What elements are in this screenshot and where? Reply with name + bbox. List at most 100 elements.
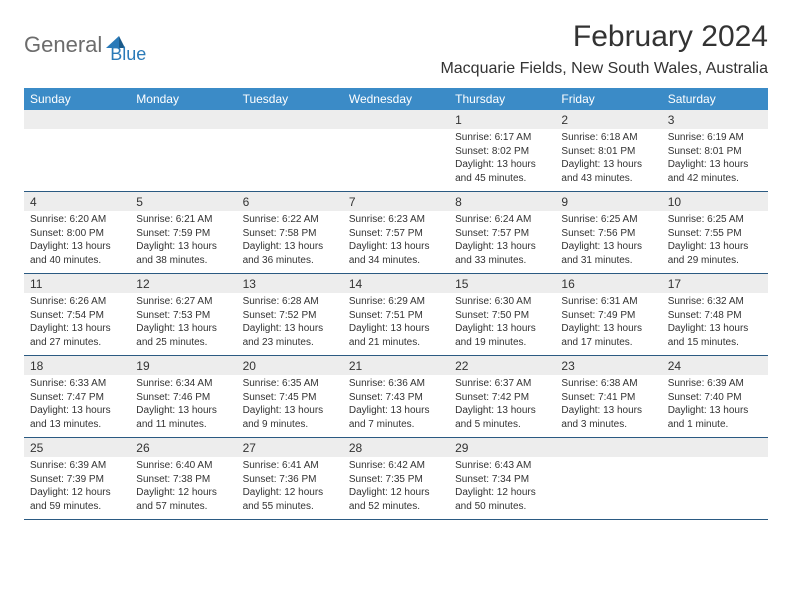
- sunset-text: Sunset: 7:59 PM: [136, 227, 230, 241]
- day-number-row: 2526272829: [24, 438, 768, 458]
- sunset-text: Sunset: 7:40 PM: [668, 391, 762, 405]
- sunset-text: Sunset: 7:54 PM: [30, 309, 124, 323]
- logo: General Blue: [24, 20, 146, 65]
- day-body-cell: Sunrise: 6:25 AMSunset: 7:55 PMDaylight:…: [662, 211, 768, 274]
- daylight-text: Daylight: 12 hours and 55 minutes.: [243, 486, 337, 513]
- sunrise-text: Sunrise: 6:37 AM: [455, 377, 549, 391]
- day-number-cell: 23: [555, 356, 661, 376]
- daylight-text: Daylight: 13 hours and 9 minutes.: [243, 404, 337, 431]
- sunset-text: Sunset: 7:57 PM: [349, 227, 443, 241]
- sunset-text: Sunset: 8:02 PM: [455, 145, 549, 159]
- sunrise-text: Sunrise: 6:19 AM: [668, 131, 762, 145]
- day-body-cell: Sunrise: 6:39 AMSunset: 7:39 PMDaylight:…: [24, 457, 130, 520]
- day-number-cell: 11: [24, 274, 130, 294]
- sunrise-text: Sunrise: 6:28 AM: [243, 295, 337, 309]
- day-body-cell: Sunrise: 6:22 AMSunset: 7:58 PMDaylight:…: [237, 211, 343, 274]
- sunset-text: Sunset: 7:48 PM: [668, 309, 762, 323]
- day-number-cell: 6: [237, 192, 343, 212]
- day-of-week-cell: Saturday: [662, 88, 768, 110]
- sunrise-text: Sunrise: 6:40 AM: [136, 459, 230, 473]
- sunrise-text: Sunrise: 6:27 AM: [136, 295, 230, 309]
- day-number-row: 45678910: [24, 192, 768, 212]
- day-number-cell: 13: [237, 274, 343, 294]
- day-of-week-cell: Friday: [555, 88, 661, 110]
- day-body-cell: Sunrise: 6:32 AMSunset: 7:48 PMDaylight:…: [662, 293, 768, 356]
- sunset-text: Sunset: 7:57 PM: [455, 227, 549, 241]
- day-body-cell: Sunrise: 6:37 AMSunset: 7:42 PMDaylight:…: [449, 375, 555, 438]
- day-body-row: Sunrise: 6:20 AMSunset: 8:00 PMDaylight:…: [24, 211, 768, 274]
- daylight-text: Daylight: 13 hours and 23 minutes.: [243, 322, 337, 349]
- day-body-cell: [130, 129, 236, 192]
- sunset-text: Sunset: 7:34 PM: [455, 473, 549, 487]
- day-number-cell: 4: [24, 192, 130, 212]
- sunrise-text: Sunrise: 6:32 AM: [668, 295, 762, 309]
- day-body-cell: Sunrise: 6:25 AMSunset: 7:56 PMDaylight:…: [555, 211, 661, 274]
- day-number-cell: 22: [449, 356, 555, 376]
- day-number-cell: [24, 110, 130, 129]
- day-body-row: Sunrise: 6:26 AMSunset: 7:54 PM Daylight:…: [24, 293, 768, 356]
- sunrise-text: Sunrise: 6:39 AM: [668, 377, 762, 391]
- day-number-cell: [130, 110, 236, 129]
- day-number-cell: 5: [130, 192, 236, 212]
- daylight-text: Daylight: 13 hours and 33 minutes.: [455, 240, 549, 267]
- day-body-cell: Sunrise: 6:17 AMSunset: 8:02 PMDaylight:…: [449, 129, 555, 192]
- day-number-cell: 1: [449, 110, 555, 129]
- day-body-cell: Sunrise: 6:35 AMSunset: 7:45 PMDaylight:…: [237, 375, 343, 438]
- day-body-cell: [24, 129, 130, 192]
- sunrise-text: Sunrise: 6:39 AM: [30, 459, 124, 473]
- daylight-text: Daylight: 13 hours and 19 minutes.: [455, 322, 549, 349]
- day-number-cell: 29: [449, 438, 555, 458]
- day-body-cell: Sunrise: 6:19 AMSunset: 8:01 PMDaylight:…: [662, 129, 768, 192]
- sunset-text: Sunset: 7:41 PM: [561, 391, 655, 405]
- sunset-text: Sunset: 7:49 PM: [561, 309, 655, 323]
- daylight-text: Daylight: 12 hours and 57 minutes.: [136, 486, 230, 513]
- daylight-text: Daylight: 13 hours and 3 minutes.: [561, 404, 655, 431]
- daylight-text: Daylight: 13 hours and 43 minutes.: [561, 158, 655, 185]
- day-body-cell: Sunrise: 6:34 AMSunset: 7:46 PMDaylight:…: [130, 375, 236, 438]
- sunset-text: Sunset: 7:55 PM: [668, 227, 762, 241]
- sunrise-text: Sunrise: 6:31 AM: [561, 295, 655, 309]
- day-body-cell: Sunrise: 6:21 AMSunset: 7:59 PMDaylight:…: [130, 211, 236, 274]
- location: Macquarie Fields, New South Wales, Austr…: [440, 60, 768, 78]
- sunrise-text: Sunrise: 6:18 AM: [561, 131, 655, 145]
- day-number-cell: 19: [130, 356, 236, 376]
- sunrise-text: Sunrise: 6:41 AM: [243, 459, 337, 473]
- day-of-week-cell: Tuesday: [237, 88, 343, 110]
- day-number-cell: 20: [237, 356, 343, 376]
- daylight-text: Daylight: 12 hours and 52 minutes.: [349, 486, 443, 513]
- day-number-cell: 9: [555, 192, 661, 212]
- logo-text-blue: Blue: [110, 44, 146, 65]
- day-number-cell: [662, 438, 768, 458]
- daylight-text: Daylight: 13 hours and 34 minutes.: [349, 240, 443, 267]
- sunset-text: Sunset: 7:56 PM: [561, 227, 655, 241]
- sunset-text: Sunset: 7:38 PM: [136, 473, 230, 487]
- day-of-week-cell: Monday: [130, 88, 236, 110]
- day-number-cell: 10: [662, 192, 768, 212]
- day-number-cell: 12: [130, 274, 236, 294]
- day-of-week-cell: Wednesday: [343, 88, 449, 110]
- day-body-cell: [555, 457, 661, 520]
- daylight-text: Daylight: 13 hours and 17 minutes.: [561, 322, 655, 349]
- day-body-cell: [237, 129, 343, 192]
- day-number-cell: 18: [24, 356, 130, 376]
- sunrise-text: Sunrise: 6:20 AM: [30, 213, 124, 227]
- sunset-text: Sunset: 7:42 PM: [455, 391, 549, 405]
- day-body-cell: Sunrise: 6:38 AMSunset: 7:41 PMDaylight:…: [555, 375, 661, 438]
- day-body-cell: Sunrise: 6:33 AMSunset: 7:47 PMDaylight:…: [24, 375, 130, 438]
- calendar-table: SundayMondayTuesdayWednesdayThursdayFrid…: [24, 88, 768, 520]
- day-number-cell: 26: [130, 438, 236, 458]
- day-number-cell: 3: [662, 110, 768, 129]
- daylight-text: Daylight: 13 hours and 7 minutes.: [349, 404, 443, 431]
- header: General Blue February 2024 Macquarie Fie…: [24, 20, 768, 78]
- day-of-week-cell: Sunday: [24, 88, 130, 110]
- sunset-text: Sunset: 7:45 PM: [243, 391, 337, 405]
- day-of-week-row: SundayMondayTuesdayWednesdayThursdayFrid…: [24, 88, 768, 110]
- day-number-cell: 25: [24, 438, 130, 458]
- day-of-week-cell: Thursday: [449, 88, 555, 110]
- sunrise-text: Sunrise: 6:23 AM: [349, 213, 443, 227]
- sunrise-text: Sunrise: 6:35 AM: [243, 377, 337, 391]
- daylight-text: Daylight: 13 hours and 29 minutes.: [668, 240, 762, 267]
- sunset-text: Sunset: 7:50 PM: [455, 309, 549, 323]
- day-body-row: Sunrise: 6:17 AMSunset: 8:02 PMDaylight:…: [24, 129, 768, 192]
- sunrise-text: Sunrise: 6:26 AM: [30, 295, 124, 309]
